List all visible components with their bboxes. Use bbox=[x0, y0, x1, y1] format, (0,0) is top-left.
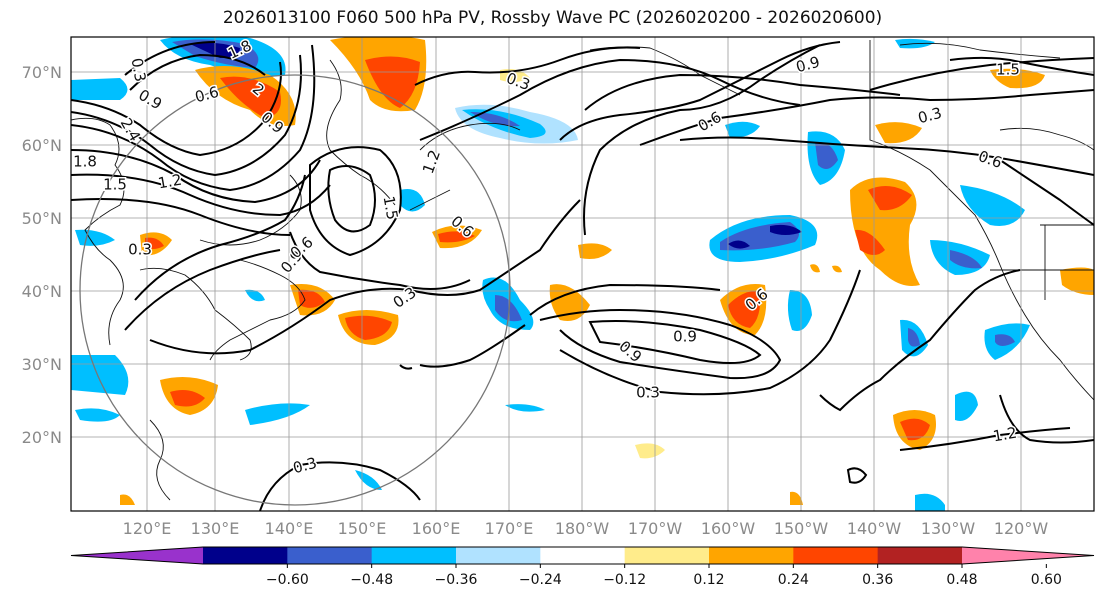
colorbar-segment bbox=[203, 547, 288, 564]
lon-label: 140°W bbox=[847, 519, 902, 538]
lon-label: 150°E bbox=[338, 519, 387, 538]
gridlines bbox=[71, 37, 1094, 511]
colorbar-outline bbox=[70, 546, 1095, 565]
colorbar-segment bbox=[793, 547, 879, 564]
lat-label: 60°N bbox=[22, 136, 62, 155]
colorbar-segment bbox=[540, 547, 626, 564]
lon-label: 120°W bbox=[994, 519, 1049, 538]
lon-label: 160°W bbox=[701, 519, 756, 538]
colorbar-segment bbox=[456, 547, 541, 564]
colorbar-tick-label: 0.48 bbox=[946, 572, 977, 588]
colorbar bbox=[70, 546, 1095, 565]
colorbar-tick-label: −0.48 bbox=[350, 572, 393, 588]
lat-label: 70°N bbox=[22, 63, 62, 82]
lon-label: 130°E bbox=[191, 519, 240, 538]
coastlines bbox=[71, 40, 1094, 501]
map-layers: 1.80.30.92.41.81.5 1.20.6 20.91.51.20.90.6… bbox=[71, 37, 1094, 511]
colorbar-segment bbox=[287, 547, 373, 564]
contour-label: 0.3 bbox=[128, 241, 152, 259]
lon-label: 140°E bbox=[265, 519, 314, 538]
colorbar-tick-label: −0.60 bbox=[266, 572, 309, 588]
colorbar-tick-label: −0.24 bbox=[519, 572, 562, 588]
colorbar-tick-label: 0.24 bbox=[778, 572, 809, 588]
map-title: 2026013100 F060 500 hPa PV, Rossby Wave … bbox=[222, 8, 883, 28]
lon-label: 120°E bbox=[123, 519, 172, 538]
colorbar-tick-label: 0.36 bbox=[862, 572, 893, 588]
latitude-labels: 70°N 60°N 50°N 40°N 30°N 20°N bbox=[22, 63, 62, 447]
colorbar-tick-label: −0.12 bbox=[603, 572, 646, 588]
colorbar-tick-label: 0.60 bbox=[1031, 572, 1062, 588]
colorbar-tick-labels: −0.60 −0.48 −0.36 −0.24 −0.12 0.12 0.24 0.36 0.4… bbox=[266, 564, 1062, 588]
contour-label: 1.5 bbox=[103, 176, 127, 194]
colorbar-segment bbox=[709, 547, 794, 564]
reference-circle bbox=[79, 74, 511, 506]
map-panel bbox=[71, 37, 1094, 511]
colorbar-extend-low bbox=[71, 547, 203, 564]
lon-label: 170°E bbox=[485, 519, 534, 538]
lat-label: 40°N bbox=[22, 282, 62, 301]
lon-label: 170°W bbox=[628, 519, 683, 538]
lat-label: 30°N bbox=[22, 355, 62, 374]
colorbar-segment bbox=[371, 547, 457, 564]
lat-label: 20°N bbox=[22, 428, 62, 447]
colorbar-segment bbox=[877, 547, 963, 564]
pv-contours bbox=[71, 41, 1094, 511]
lat-label: 50°N bbox=[22, 209, 62, 228]
colorbar-tick-label: 0.12 bbox=[693, 572, 724, 588]
lon-label: 150°W bbox=[774, 519, 829, 538]
colorbar-segment bbox=[624, 547, 710, 564]
longitude-labels: 120°E 130°E 140°E 150°E 160°E 170°E 180°… bbox=[123, 519, 1049, 538]
colorbar-extend-high bbox=[962, 547, 1094, 564]
contour-label: 0.3 bbox=[636, 384, 660, 402]
contour-label: 1.8 bbox=[73, 153, 97, 171]
lon-label: 130°W bbox=[921, 519, 976, 538]
lon-label: 180°W bbox=[555, 519, 610, 538]
contour-label: 1.5 bbox=[996, 61, 1020, 79]
contour-label: 0.9 bbox=[673, 328, 697, 346]
lon-label: 160°E bbox=[412, 519, 461, 538]
map-frame bbox=[70, 36, 1095, 512]
colorbar-tick-label: −0.36 bbox=[435, 572, 478, 588]
